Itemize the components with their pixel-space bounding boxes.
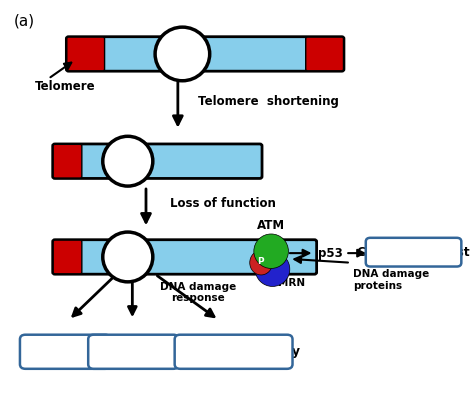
Text: DNA damage
response: DNA damage response [160, 282, 237, 304]
Text: (a): (a) [14, 14, 35, 29]
Text: Telomere  shortening: Telomere shortening [199, 95, 339, 108]
Text: Senescence: Senescence [92, 345, 175, 358]
FancyBboxPatch shape [53, 144, 262, 178]
FancyBboxPatch shape [66, 37, 344, 71]
FancyBboxPatch shape [67, 37, 105, 71]
Ellipse shape [155, 27, 210, 81]
FancyBboxPatch shape [20, 335, 110, 369]
Text: Telomere: Telomere [35, 80, 95, 93]
Ellipse shape [250, 251, 273, 275]
Ellipse shape [103, 136, 153, 186]
Text: Cell cycle arrest: Cell cycle arrest [357, 246, 470, 259]
Text: P: P [257, 257, 264, 267]
FancyBboxPatch shape [174, 335, 292, 369]
Text: p53: p53 [318, 247, 343, 260]
Text: Apoptosis: Apoptosis [31, 345, 100, 358]
FancyBboxPatch shape [366, 238, 461, 267]
Text: DNA damage
proteins: DNA damage proteins [353, 269, 429, 291]
Text: MRN: MRN [278, 278, 305, 288]
Text: Loss of function: Loss of function [171, 197, 276, 210]
FancyBboxPatch shape [306, 37, 344, 71]
FancyBboxPatch shape [53, 144, 82, 178]
Ellipse shape [103, 232, 153, 282]
Text: Genome instability: Genome instability [168, 345, 300, 358]
Ellipse shape [254, 234, 288, 269]
Text: ATM: ATM [257, 219, 285, 232]
FancyBboxPatch shape [53, 240, 82, 274]
FancyBboxPatch shape [88, 335, 179, 369]
Ellipse shape [255, 252, 290, 286]
FancyBboxPatch shape [53, 240, 317, 274]
